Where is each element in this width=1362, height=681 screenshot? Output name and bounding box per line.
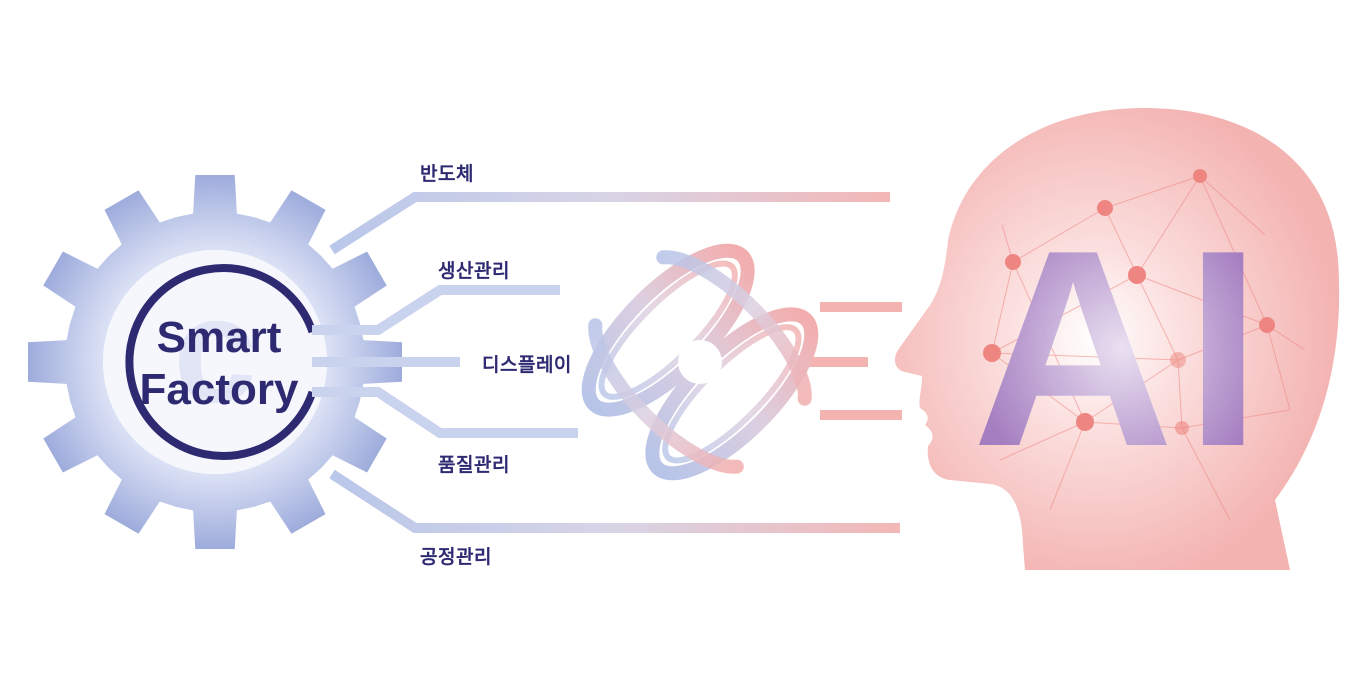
label-semiconductor: 반도체 [420,163,474,185]
connector-semiconductor [329,192,890,255]
head-icon: AI [894,108,1340,570]
label-quality-management: 품질관리 [438,454,510,476]
neural-node [1170,352,1186,368]
label-production-management: 생산관리 [438,260,510,282]
neural-node [983,344,1001,362]
connector-lines [312,192,900,533]
neural-node [1193,169,1207,183]
gear-title-line1: Smart [157,313,282,362]
gear-icon: c Smart Factory [28,175,402,549]
head-connector-dashes [806,302,902,420]
connector-production [312,285,560,335]
neural-network [991,175,1306,521]
connector-quality [312,387,578,438]
neural-node [1175,421,1189,435]
label-process-management: 공정관리 [420,546,492,568]
neural-node [1005,254,1021,270]
neural-nodes [983,169,1275,435]
integration-knot-icon [581,243,819,481]
ai-text: AI [972,193,1272,505]
neural-node [1128,266,1146,284]
label-display: 디스플레이 [482,354,572,376]
neural-node [1097,200,1113,216]
connector-process [329,469,900,533]
gear-watermark: c [173,266,256,434]
gear-title-line2: Factory [140,365,299,414]
neural-node [1259,317,1275,333]
head-silhouette [894,108,1340,570]
neural-node [1076,413,1094,431]
gear-ring [125,264,317,460]
